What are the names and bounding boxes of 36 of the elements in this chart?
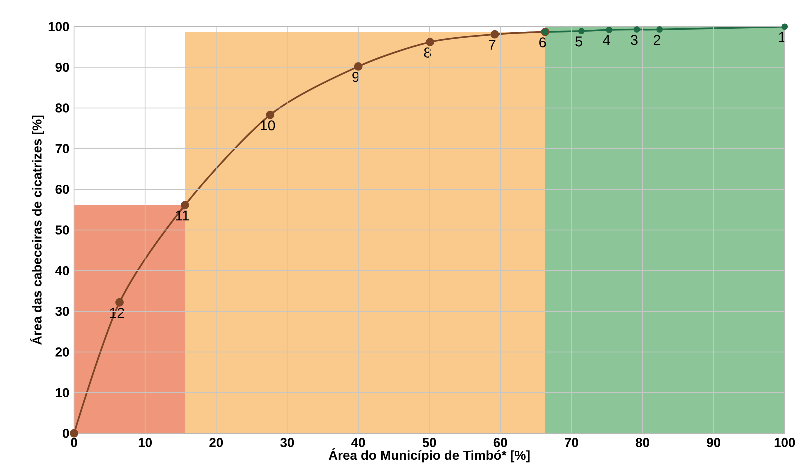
y-tick-label: 60 (56, 184, 70, 194)
annotation: 8 (424, 48, 432, 58)
annotation: 11 (176, 210, 190, 220)
y-tick-label: 100 (48, 22, 70, 32)
x-tick-label: 60 (494, 438, 508, 448)
x-tick-label: 10 (138, 438, 152, 448)
y-tick-label: 80 (56, 103, 70, 113)
y-tick-label: 40 (56, 266, 70, 276)
y-tick-label: 70 (56, 144, 70, 154)
x-tick-label: 100 (774, 438, 796, 448)
annotation: 2 (654, 34, 660, 45)
x-axis-title: Área do Município de Timbó* [%] (328, 448, 530, 462)
y-tick-label: 0 (63, 428, 70, 438)
x-tick-label: 40 (352, 438, 366, 448)
annotation: 12 (110, 308, 124, 318)
y-tick-label: 50 (56, 225, 70, 235)
annotation: 7 (489, 40, 496, 50)
x-tick-label: 90 (707, 438, 721, 448)
x-tick-label: 0 (71, 438, 78, 448)
x-tick-label: 80 (636, 438, 650, 448)
y-tick-label: 30 (56, 306, 70, 316)
x-tick-label: 20 (210, 438, 224, 448)
y-tick-label: 90 (56, 62, 70, 72)
annotation: 6 (540, 37, 546, 48)
y-axis-title: Área das cabeceiras de cicatrizes [%] (30, 116, 44, 345)
annotation: 3 (631, 34, 638, 46)
annotation: 10 (260, 120, 276, 130)
y-tick-label: 20 (56, 347, 70, 357)
y-tick-label: 10 (56, 388, 70, 398)
annotation: 9 (352, 72, 360, 82)
x-tick-label: 30 (280, 438, 294, 448)
annotation: 5 (576, 36, 582, 46)
annotation: 1 (779, 32, 786, 42)
x-tick-label: 50 (422, 438, 436, 448)
annotation: 4 (603, 35, 610, 46)
x-tick-label: 70 (565, 438, 578, 448)
